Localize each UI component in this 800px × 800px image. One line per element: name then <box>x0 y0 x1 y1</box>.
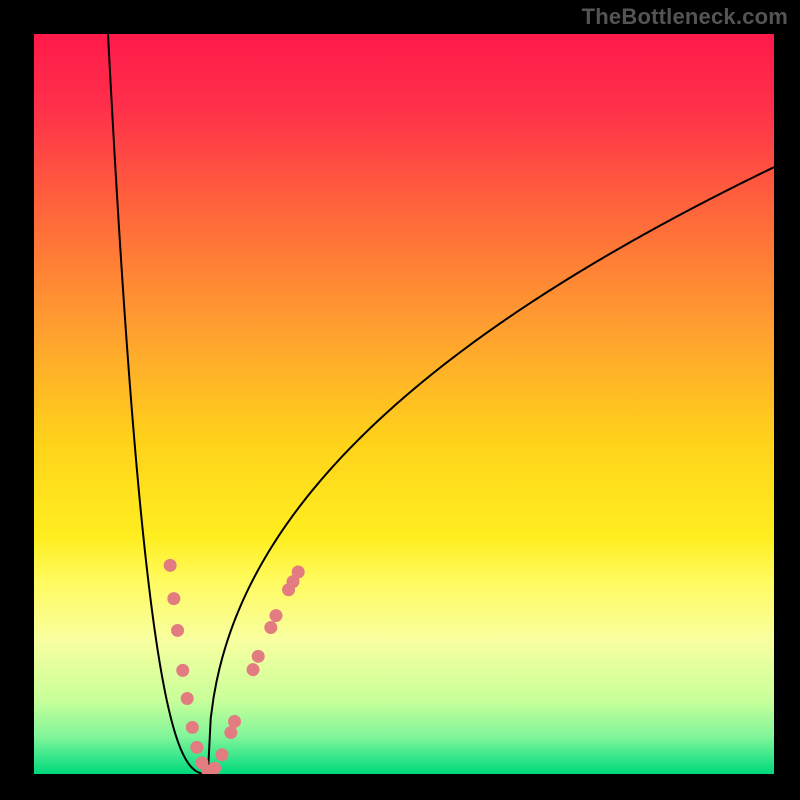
data-marker <box>224 726 237 739</box>
bottleneck-curve <box>108 34 774 774</box>
watermark-text: TheBottleneck.com <box>582 4 788 30</box>
data-marker <box>186 721 199 734</box>
data-marker <box>269 609 282 622</box>
data-marker <box>181 692 194 705</box>
data-marker <box>292 565 305 578</box>
data-marker <box>164 559 177 572</box>
marker-group <box>164 559 305 774</box>
data-marker <box>167 592 180 605</box>
data-marker <box>176 664 189 677</box>
data-marker <box>252 650 265 663</box>
data-marker <box>228 715 241 728</box>
data-marker <box>208 762 221 774</box>
data-marker <box>264 621 277 634</box>
data-marker <box>215 748 228 761</box>
chart-svg <box>34 34 774 774</box>
plot-area <box>34 34 774 774</box>
data-marker <box>247 663 260 676</box>
data-marker <box>171 624 184 637</box>
data-marker <box>190 741 203 754</box>
